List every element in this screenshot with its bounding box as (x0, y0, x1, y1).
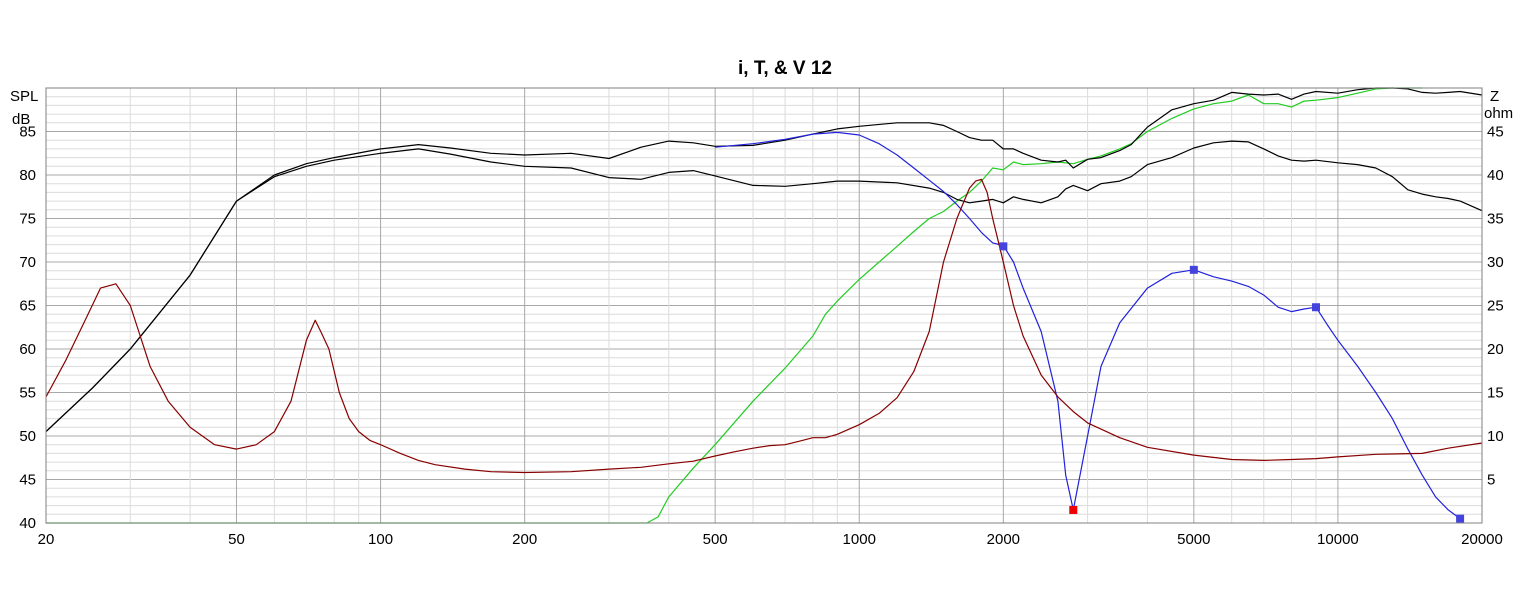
x-tick-label: 5000 (1177, 531, 1210, 548)
y-right-tick-label: 30 (1487, 254, 1504, 271)
marker-blue (1312, 303, 1321, 312)
y-left-tick-label: 80 (19, 167, 36, 184)
marker-red (1069, 505, 1078, 514)
y-right-tick-label: 10 (1487, 428, 1504, 445)
x-tick-label: 10000 (1317, 531, 1359, 548)
series-line-impedance (45, 178, 1483, 474)
y-left-tick-label: 70 (19, 254, 36, 271)
y-left-tick-label: 40 (19, 515, 36, 532)
plot-frame (45, 87, 1483, 524)
x-tick-label: 20000 (1461, 531, 1503, 548)
y-left-label-top: SPL (10, 88, 38, 105)
y-left-tick-label: 60 (19, 341, 36, 358)
series-lines (45, 87, 1483, 524)
tick-labels: 40 45 50 55 60 65 70 75 80 85 5 10 15 20 25 30 35 40 45 20 5… (19, 124, 1503, 549)
series-line-green (46, 87, 1423, 524)
markers (999, 242, 1465, 523)
x-tick-label: 200 (512, 531, 537, 548)
y-left-tick-label: 85 (19, 124, 36, 141)
y-right-tick-label: 15 (1487, 385, 1504, 402)
y-right-tick-label: 25 (1487, 298, 1504, 315)
series-line-spl-upper (45, 87, 1483, 433)
x-tick-label: 50 (228, 531, 245, 548)
y-right-tick-label: 5 (1487, 472, 1495, 489)
y-right-label-unit: ohm (1484, 105, 1513, 122)
x-tick-label: 20 (38, 531, 55, 548)
y-left-tick-label: 65 (19, 298, 36, 315)
y-left-tick-label: 45 (19, 472, 36, 489)
y-left-label-unit: dB (12, 111, 30, 128)
x-tick-label: 2000 (987, 531, 1020, 548)
y-right-tick-label: 40 (1487, 167, 1504, 184)
y-right-tick-label: 45 (1487, 124, 1504, 141)
y-right-label-top: Z (1490, 88, 1499, 105)
marker-blue (999, 242, 1008, 251)
y-right-tick-label: 35 (1487, 211, 1504, 228)
x-tick-label: 500 (703, 531, 728, 548)
chart-title: i, T, & V 12 (738, 58, 832, 79)
y-left-tick-label: 75 (19, 211, 36, 228)
x-tick-label: 100 (368, 531, 393, 548)
grid (46, 88, 1482, 523)
y-right-tick-label: 20 (1487, 341, 1504, 358)
y-left-tick-label: 55 (19, 385, 36, 402)
y-left-tick-label: 50 (19, 428, 36, 445)
series-line-spl-lower (45, 140, 1483, 433)
x-tick-label: 1000 (843, 531, 876, 548)
marker-blue (1456, 514, 1465, 523)
marker-blue (1189, 265, 1198, 274)
series-line-blue (715, 131, 1461, 520)
